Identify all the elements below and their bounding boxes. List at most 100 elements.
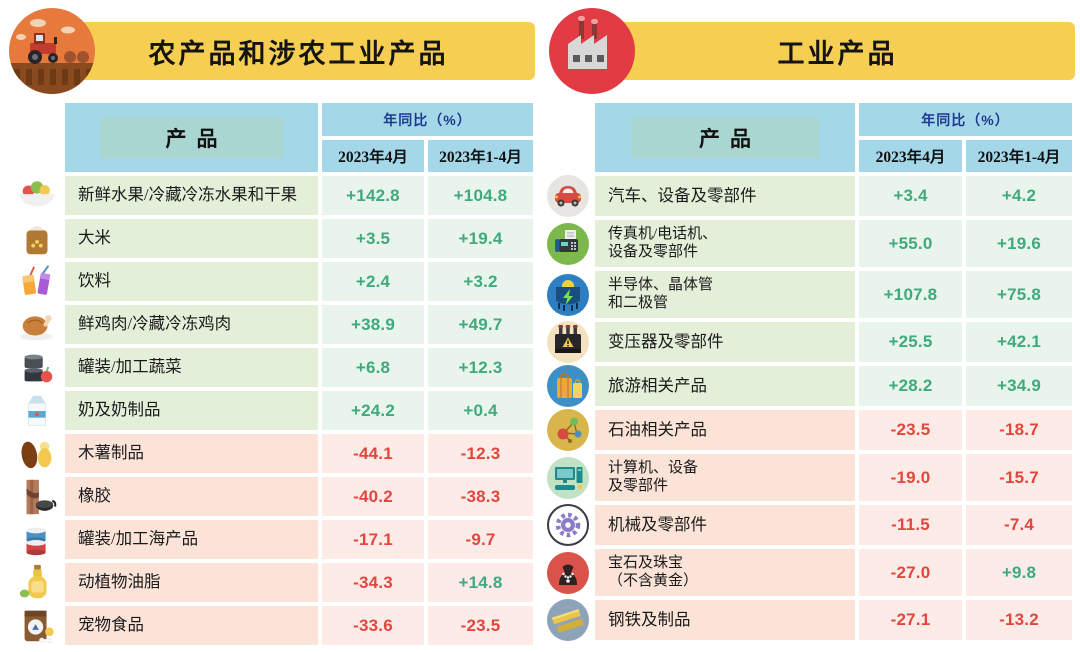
table-row: 旅游相关产品 +28.2 +34.9 bbox=[545, 365, 1072, 407]
cassava-icon bbox=[12, 434, 61, 473]
value-jan-apr: -7.4 bbox=[966, 505, 1072, 545]
product-name: 大米 bbox=[65, 219, 318, 258]
table-row: 大米 +3.5 +19.4 bbox=[12, 219, 533, 258]
value-apr: +28.2 bbox=[859, 366, 962, 406]
tractor-farm-icon bbox=[8, 7, 96, 95]
value-jan-apr: -15.7 bbox=[966, 454, 1072, 501]
rice-sack-icon bbox=[12, 219, 61, 258]
table-row: 鲜鸡肉/冷藏冷冻鸡肉 +38.9 +49.7 bbox=[12, 305, 533, 344]
value-apr: +6.8 bbox=[322, 348, 424, 387]
product-name: 奶及奶制品 bbox=[65, 391, 318, 430]
table-row: 宝石及珠宝 （不含黄金） -27.0 +9.8 bbox=[545, 549, 1072, 596]
value-apr: -33.6 bbox=[322, 606, 424, 645]
value-apr: -40.2 bbox=[322, 477, 424, 516]
value-jan-apr: -38.3 bbox=[428, 477, 533, 516]
product-name: 机械及零部件 bbox=[595, 505, 855, 545]
pet-food-icon bbox=[12, 606, 61, 645]
table-row: 奶及奶制品 +24.2 +0.4 bbox=[12, 391, 533, 430]
agri-product-header: 产品 bbox=[65, 103, 318, 172]
transformer-icon bbox=[545, 321, 591, 363]
table-row: 变压器及零部件 +25.5 +42.1 bbox=[545, 321, 1072, 363]
milk-carton-icon bbox=[12, 391, 61, 430]
semiconductor-icon bbox=[545, 271, 591, 318]
value-jan-apr: +9.8 bbox=[966, 549, 1072, 596]
value-apr: -27.0 bbox=[859, 549, 962, 596]
factory-icon bbox=[548, 7, 636, 95]
product-name: 石油相关产品 bbox=[595, 410, 855, 450]
product-name: 计算机、设备 及零部件 bbox=[595, 454, 855, 501]
value-jan-apr: +34.9 bbox=[966, 366, 1072, 406]
value-apr: +55.0 bbox=[859, 220, 962, 267]
value-apr: +3.5 bbox=[322, 219, 424, 258]
table-row: 机械及零部件 -11.5 -7.4 bbox=[545, 504, 1072, 546]
industrial-table-rows: 汽车、设备及零部件 +3.4 +4.2 传真机/电话机、 设备及零部件 +55.… bbox=[545, 175, 1072, 641]
header-highlight bbox=[631, 116, 819, 159]
agri-janapr-header: 2023年1-4月 bbox=[428, 140, 533, 172]
table-row: 橡胶 -40.2 -38.3 bbox=[12, 477, 533, 516]
table-row: 饮料 +2.4 +3.2 bbox=[12, 262, 533, 301]
value-jan-apr: -13.2 bbox=[966, 600, 1072, 640]
value-jan-apr: +12.3 bbox=[428, 348, 533, 387]
table-row: 新鲜水果/冷藏冷冻水果和干果 +142.8 +104.8 bbox=[12, 176, 533, 215]
value-jan-apr: +3.2 bbox=[428, 262, 533, 301]
table-row: 动植物油脂 -34.3 +14.8 bbox=[12, 563, 533, 602]
machinery-gear-icon bbox=[545, 504, 591, 546]
value-jan-apr: +49.7 bbox=[428, 305, 533, 344]
product-name: 汽车、设备及零部件 bbox=[595, 176, 855, 216]
industrial-product-header: 产品 bbox=[595, 103, 855, 172]
fruit-bowl-icon bbox=[12, 176, 61, 215]
value-jan-apr: -18.7 bbox=[966, 410, 1072, 450]
value-apr: -23.5 bbox=[859, 410, 962, 450]
value-apr: +2.4 bbox=[322, 262, 424, 301]
product-name: 变压器及零部件 bbox=[595, 322, 855, 362]
product-name: 传真机/电话机、 设备及零部件 bbox=[595, 220, 855, 267]
value-jan-apr: +4.2 bbox=[966, 176, 1072, 216]
value-jan-apr: +19.6 bbox=[966, 220, 1072, 267]
canned-seafood-icon bbox=[12, 520, 61, 559]
product-name: 罐装/加工海产品 bbox=[65, 520, 318, 559]
agri-panel-title: 农产品和涉农工业产品 bbox=[148, 38, 449, 69]
travel-luggage-icon bbox=[545, 365, 591, 407]
canned-vegetables-icon bbox=[12, 348, 61, 387]
car-icon bbox=[545, 175, 591, 217]
oil-bottle-icon bbox=[12, 563, 61, 602]
table-row: 石油相关产品 -23.5 -18.7 bbox=[545, 409, 1072, 451]
value-apr: +25.5 bbox=[859, 322, 962, 362]
product-name: 木薯制品 bbox=[65, 434, 318, 473]
product-name: 罐装/加工蔬菜 bbox=[65, 348, 318, 387]
value-jan-apr: +42.1 bbox=[966, 322, 1072, 362]
value-apr: -44.1 bbox=[322, 434, 424, 473]
table-row: 传真机/电话机、 设备及零部件 +55.0 +19.6 bbox=[545, 220, 1072, 267]
jewelry-icon bbox=[545, 549, 591, 596]
value-apr: +142.8 bbox=[322, 176, 424, 215]
agri-apr-header: 2023年4月 bbox=[322, 140, 424, 172]
value-jan-apr: +0.4 bbox=[428, 391, 533, 430]
industrial-yoy-header: 年同比（%） bbox=[859, 103, 1072, 136]
table-row: 罐装/加工蔬菜 +6.8 +12.3 bbox=[12, 348, 533, 387]
petroleum-icon bbox=[545, 409, 591, 451]
industrial-janapr-header: 2023年1-4月 bbox=[966, 140, 1072, 172]
agri-yoy-header: 年同比（%） bbox=[322, 103, 533, 136]
product-name: 宠物食品 bbox=[65, 606, 318, 645]
roast-chicken-icon bbox=[12, 305, 61, 344]
value-apr: -11.5 bbox=[859, 505, 962, 545]
value-jan-apr: +75.8 bbox=[966, 271, 1072, 318]
value-apr: -17.1 bbox=[322, 520, 424, 559]
table-row: 木薯制品 -44.1 -12.3 bbox=[12, 434, 533, 473]
value-apr: -34.3 bbox=[322, 563, 424, 602]
fax-phone-icon bbox=[545, 220, 591, 267]
product-name: 宝石及珠宝 （不含黄金） bbox=[595, 549, 855, 596]
value-apr: -27.1 bbox=[859, 600, 962, 640]
product-name: 饮料 bbox=[65, 262, 318, 301]
product-name: 半导体、晶体管 和二极管 bbox=[595, 271, 855, 318]
agri-panel-banner: 农产品和涉农工业产品 bbox=[62, 22, 535, 80]
product-name: 新鲜水果/冷藏冷冻水果和干果 bbox=[65, 176, 318, 215]
product-name: 橡胶 bbox=[65, 477, 318, 516]
value-jan-apr: +14.8 bbox=[428, 563, 533, 602]
product-name: 鲜鸡肉/冷藏冷冻鸡肉 bbox=[65, 305, 318, 344]
value-jan-apr: -23.5 bbox=[428, 606, 533, 645]
agri-table-rows: 新鲜水果/冷藏冷冻水果和干果 +142.8 +104.8 大米 +3.5 +19… bbox=[12, 176, 533, 645]
steel-icon bbox=[545, 599, 591, 641]
rubber-tapping-icon bbox=[12, 477, 61, 516]
